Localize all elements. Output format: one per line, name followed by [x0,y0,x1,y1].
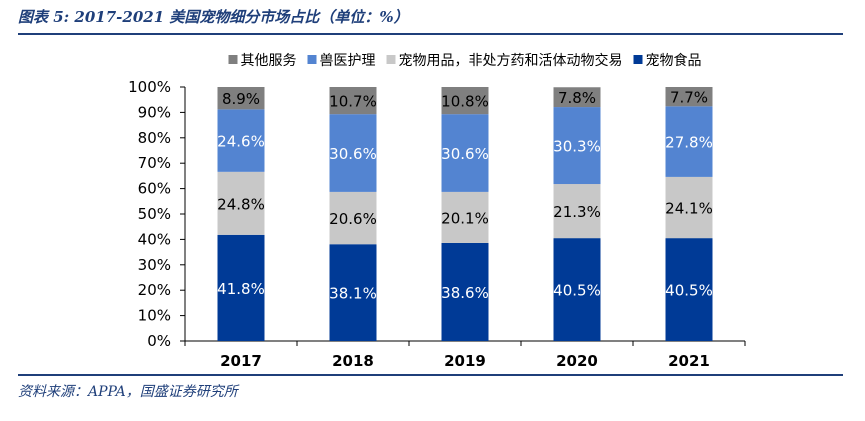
bar-segment [553,107,601,185]
data-label: 41.8% [217,280,265,298]
legend-entry: 宠物用品，非处方药和活体动物交易 [399,52,623,69]
data-label: 10.8% [441,93,489,111]
data-label: 30.3% [553,138,601,156]
data-label: 27.8% [665,134,713,152]
bar-segment [329,244,377,341]
bar-segment [329,114,377,192]
bar-segment [217,234,265,341]
x-tick-label: 2020 [556,352,598,370]
data-label: 21.3% [553,203,601,221]
data-label: 20.6% [329,210,377,228]
x-tick-label: 2021 [668,352,710,370]
chart-axes: 0% 10% 20% 30% 40% 50% 60% 70% 80% 90% 100% 2017 201… [128,78,746,370]
data-label: 40.5% [665,282,713,300]
legend-swatch [228,55,238,64]
figure-source: 资料来源：APPA，国盛证券研究所 [18,384,238,400]
chart-legend: 其他服务 兽医护理 宠物用品，非处方药和活体动物交易 宠物食品 [228,52,702,69]
bar-segment [441,114,489,192]
chart-data-labels: 41.8% 24.8% 24.6% 8.9% 38.1% 20.6% 30.6% 10.7% 3… [217,89,713,303]
bar-segment [329,191,377,245]
data-label: 20.1% [441,209,489,227]
legend-entry: 兽医护理 [320,53,376,69]
data-label: 7.7% [670,89,708,107]
legend-swatch [307,55,317,64]
y-tick-label: 70% [138,154,171,172]
data-label: 24.8% [217,195,265,213]
bar-segment [217,87,265,110]
data-label: 24.6% [217,133,265,151]
data-label: 10.7% [329,93,377,111]
y-tick-label: 0% [147,332,171,350]
data-label: 38.6% [441,284,489,302]
y-tick-label: 30% [138,256,171,274]
x-tick-label: 2018 [332,352,374,370]
data-label: 8.9% [222,90,260,108]
bar-segment [553,238,601,341]
y-tick-label: 60% [138,180,171,198]
bar-segment [217,171,265,235]
data-label: 24.1% [665,200,713,218]
data-label: 7.8% [558,89,596,107]
bar-segment [665,87,713,107]
bar-segment [441,191,489,243]
y-tick-label: 100% [128,78,171,96]
y-tick-label: 20% [138,281,171,299]
title-rule [18,33,843,35]
x-tick-label: 2017 [220,352,262,370]
source-rule [18,374,843,376]
bar-segment [441,87,489,115]
legend-entry: 其他服务 [241,53,297,69]
bar-segment [441,242,489,341]
y-tick-label: 10% [138,307,171,325]
y-tick-label: 80% [138,129,171,147]
data-label: 38.1% [329,285,377,303]
x-tick-label: 2019 [444,352,486,370]
bar-segment [665,238,713,341]
bar-segment [553,184,601,239]
bar-segment [329,87,377,115]
legend-swatch [633,55,643,64]
data-label: 30.6% [329,145,377,163]
bar-segment [665,176,713,239]
bar-segment [553,87,601,108]
chart-bars [217,87,713,341]
y-tick-label: 90% [138,103,171,121]
legend-swatch [386,55,396,64]
bar-segment [217,109,265,172]
data-label: 40.5% [553,282,601,300]
figure-title: 图表 5: 2017-2021 美国宠物细分市场占比（单位：%） [18,8,409,26]
y-tick-label: 50% [138,205,171,223]
legend-entry: 宠物食品 [646,52,702,69]
data-label: 30.6% [441,145,489,163]
bar-segment [665,106,713,177]
y-tick-label: 40% [138,230,171,248]
